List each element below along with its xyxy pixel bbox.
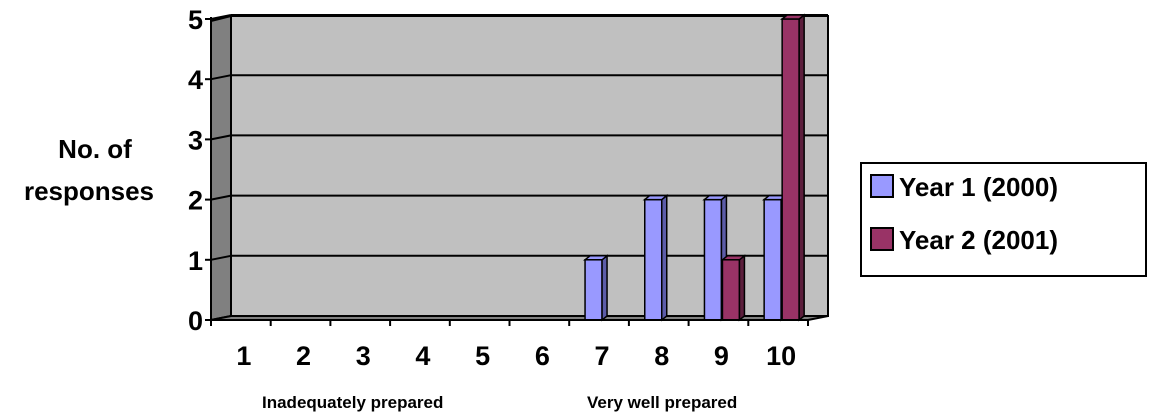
- x-tick-label: 9: [714, 341, 729, 371]
- x-tick-label: 3: [356, 341, 371, 371]
- bar-top: [704, 196, 726, 200]
- bar-year-1-2000--cat-7: [585, 256, 607, 320]
- y-tick-label: 5: [188, 5, 203, 35]
- x-tick-label: 6: [535, 341, 550, 371]
- bar-front: [645, 200, 662, 320]
- x-tick-label: 5: [475, 341, 490, 371]
- bar-year-2-2001--cat-9: [722, 256, 744, 320]
- legend-swatch-year1: [871, 175, 893, 197]
- legend: Year 1 (2000) Year 2 (2001): [861, 163, 1146, 276]
- bar-top: [722, 256, 744, 260]
- x-tick-labels: 1 2 3 4 5 6 7 8 9 10: [236, 341, 796, 371]
- legend-label-year1: Year 1 (2000): [899, 172, 1058, 202]
- y-axis-label-line1: No. of: [58, 134, 132, 164]
- y-tick-labels: 0 1 2 3 4 5: [188, 5, 203, 336]
- bar-top: [585, 256, 607, 260]
- bar-side: [602, 256, 607, 320]
- x-tick-label: 2: [296, 341, 311, 371]
- y-tick-label: 0: [188, 306, 203, 336]
- bar-side: [739, 256, 744, 320]
- x-tick-label: 1: [236, 341, 251, 371]
- y-tick-label: 3: [188, 125, 203, 155]
- y-tick-label: 2: [188, 186, 203, 216]
- x-tick-label: 4: [415, 341, 430, 371]
- bar-front: [704, 200, 721, 320]
- y-tick-label: 1: [188, 246, 203, 276]
- x-tick-label: 10: [766, 341, 796, 371]
- bar-front: [585, 260, 602, 320]
- bar-year-1-2000--cat-8: [645, 196, 667, 320]
- legend-swatch-year2: [871, 228, 893, 250]
- x-annotation-high: Very well prepared: [587, 393, 737, 412]
- legend-label-year2: Year 2 (2001): [899, 225, 1058, 255]
- bar-front: [782, 19, 799, 320]
- y-axis-label-line2: responses: [24, 176, 154, 206]
- bar-side: [662, 196, 667, 320]
- y-tick-label: 4: [188, 65, 203, 95]
- bar-front: [722, 260, 739, 320]
- x-tick-label: 7: [595, 341, 610, 371]
- bar-year-2-2001--cat-10: [782, 15, 804, 320]
- x-tick-label: 8: [654, 341, 669, 371]
- bar-top: [645, 196, 667, 200]
- x-annotation-low: Inadequately prepared: [262, 393, 443, 412]
- bar-top: [782, 15, 804, 19]
- bar-side: [799, 15, 804, 320]
- bar-front: [764, 200, 781, 320]
- plot-side-wall: [211, 16, 231, 320]
